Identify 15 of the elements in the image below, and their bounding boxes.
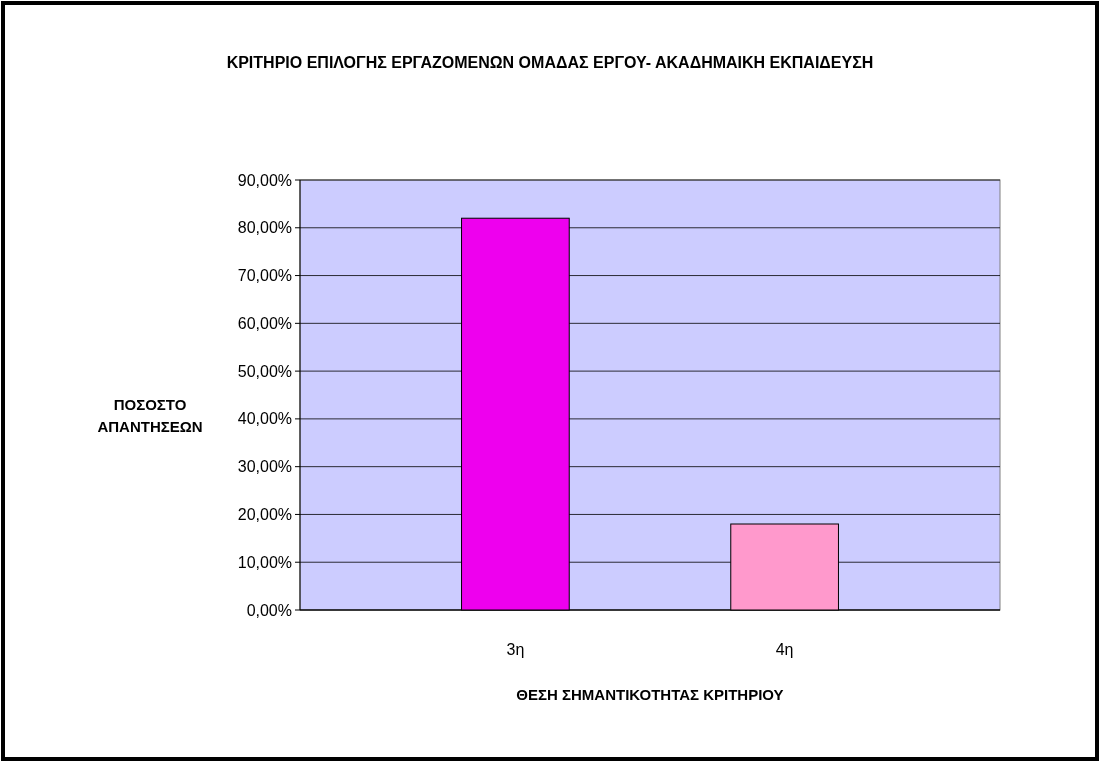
y-tick-label: 90,00%: [237, 171, 292, 189]
y-tick-label: 70,00%: [237, 267, 292, 285]
y-tick-label: 30,00%: [237, 458, 292, 476]
y-tick-label: 20,00%: [237, 506, 292, 524]
y-tick-label: 40,00%: [237, 410, 292, 428]
y-tick-label: 60,00%: [237, 314, 292, 332]
chart-title: ΚΡΙΤΗΡΙΟ ΕΠΙΛΟΓΗΣ ΕΡΓΑΖΟΜΕΝΩΝ ΟΜΑΔΑΣ ΕΡΓΟΥ- ΑΚΑΔΗΜΑΙΚΗ ΕΚΠΑΙΔΕΥΣΗ: [226, 54, 874, 71]
y-axis-title: ΠΟΣΟΣΤΟ ΑΠΑΝΤΗΣΕΩΝ: [97, 396, 203, 435]
y-tick-label: 0,00%: [246, 601, 292, 619]
y-tick-label: 80,00%: [237, 219, 292, 237]
x-tick-label: 4η: [775, 641, 794, 658]
x-axis-title: ΘΕΣΗ ΣΗΜΑΝΤΙΚΟΤΗΤΑΣ ΚΡΙΤΗΡΙΟΥ: [516, 686, 784, 703]
y-tick-label: 50,00%: [237, 362, 292, 380]
y-tick-label: 10,00%: [237, 553, 292, 571]
x-tick-label: 3η: [506, 641, 525, 658]
